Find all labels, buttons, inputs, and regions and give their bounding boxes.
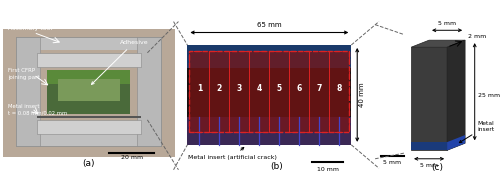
Text: 1: 1 <box>196 84 202 93</box>
Text: 6: 6 <box>296 84 302 93</box>
Text: 20 mm: 20 mm <box>121 155 143 160</box>
Bar <box>188 45 352 68</box>
Bar <box>290 51 310 132</box>
Text: 3: 3 <box>236 84 242 93</box>
Text: Metal insert
t = 0.08 mm/0.02 mm: Metal insert t = 0.08 mm/0.02 mm <box>8 104 67 115</box>
Text: Metal
insert: Metal insert <box>460 121 494 143</box>
Bar <box>37 50 140 134</box>
Bar <box>411 142 447 150</box>
Text: 7: 7 <box>316 84 322 93</box>
Bar <box>190 51 210 132</box>
Text: 40 mm: 40 mm <box>359 83 365 107</box>
Text: Assembly tool: Assembly tool <box>8 26 52 31</box>
Text: 5 mm: 5 mm <box>384 160 402 165</box>
Bar <box>16 37 40 146</box>
Bar <box>37 53 140 67</box>
Bar <box>2 29 175 157</box>
Text: (b): (b) <box>270 162 282 171</box>
Bar <box>188 68 352 145</box>
Text: Adhesive: Adhesive <box>92 40 148 84</box>
Text: 2 mm: 2 mm <box>468 34 486 39</box>
Text: Metal insert (artificial crack): Metal insert (artificial crack) <box>188 147 277 160</box>
Bar <box>310 51 330 132</box>
Bar <box>58 79 120 101</box>
Text: (c): (c) <box>432 163 444 172</box>
Bar <box>16 37 161 146</box>
Bar <box>230 51 250 132</box>
Bar <box>48 70 130 114</box>
Bar <box>190 51 210 132</box>
Bar <box>210 51 230 132</box>
Polygon shape <box>411 47 447 150</box>
Polygon shape <box>447 40 465 150</box>
Text: 10 mm: 10 mm <box>316 167 338 172</box>
Bar <box>270 51 289 132</box>
Bar <box>310 51 330 132</box>
Bar <box>330 51 349 132</box>
Bar <box>48 70 130 84</box>
Text: 4: 4 <box>256 84 262 93</box>
Bar <box>188 117 352 145</box>
Bar <box>37 116 140 118</box>
Bar <box>37 120 140 134</box>
Bar <box>330 51 349 132</box>
Bar <box>290 51 310 132</box>
Text: 8: 8 <box>336 84 342 93</box>
Text: (a): (a) <box>82 159 95 168</box>
Text: 5 mm: 5 mm <box>420 163 438 168</box>
Text: 5: 5 <box>277 84 282 93</box>
Polygon shape <box>411 40 465 47</box>
Text: 65 mm: 65 mm <box>257 22 281 28</box>
Text: 2: 2 <box>216 84 222 93</box>
Bar <box>250 51 270 132</box>
Bar <box>250 51 270 132</box>
Text: 5 mm: 5 mm <box>438 21 456 26</box>
Bar <box>270 51 289 132</box>
Bar <box>137 37 161 146</box>
Bar <box>230 51 250 132</box>
Bar <box>190 51 350 132</box>
Text: 25 mm: 25 mm <box>478 93 500 98</box>
Text: First CFRP
joining part: First CFRP joining part <box>8 68 39 80</box>
Polygon shape <box>447 135 465 150</box>
Bar <box>210 51 230 132</box>
